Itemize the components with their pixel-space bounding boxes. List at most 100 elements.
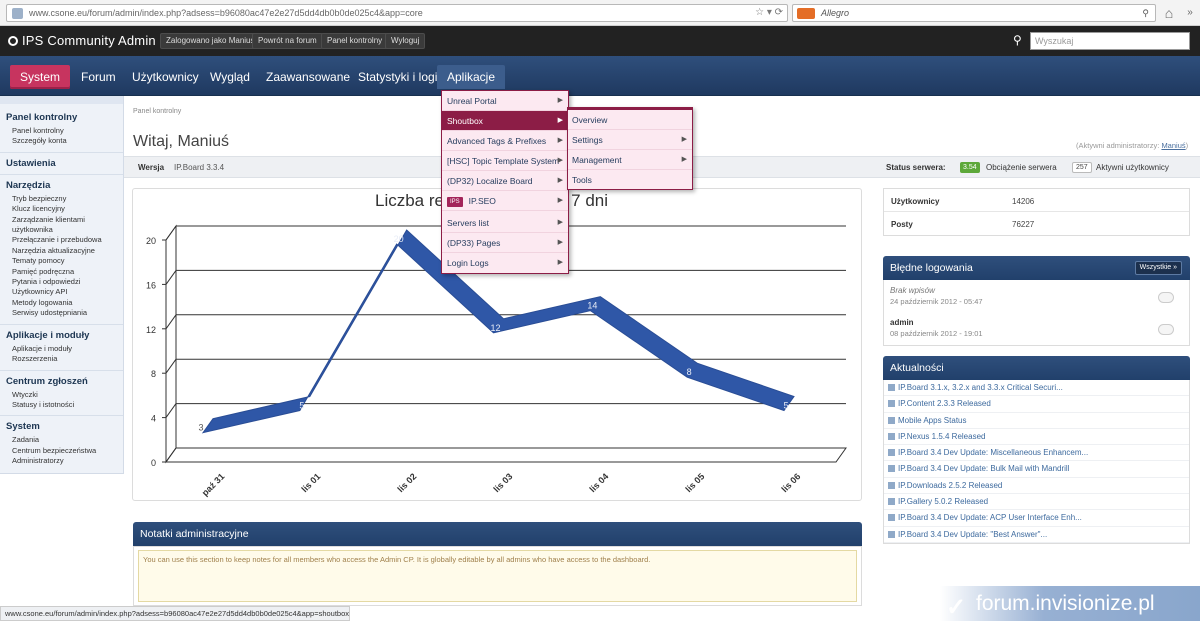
news-item[interactable]: IP.Board 3.4 Dev Update: ACP User Interf… — [884, 510, 1189, 527]
toggle-icon[interactable] — [1158, 324, 1174, 335]
chart-data-label: 8 — [687, 367, 692, 377]
browser-search-box[interactable]: Allegro ⚲ — [792, 4, 1156, 22]
sidebar-item-sharing[interactable]: Serwisy udostępniania — [12, 308, 88, 318]
menu-item-localize-board[interactable]: (DP32) Localize Board ▶ — [442, 171, 568, 191]
nav-system[interactable]: System — [10, 65, 71, 89]
news-item[interactable]: IP.Board 3.1.x, 3.2.x and 3.3.x Critical… — [884, 380, 1189, 397]
news-link[interactable]: IP.Board 3.4 Dev Update: Miscellaneous E… — [898, 448, 1089, 458]
submenu-item-management[interactable]: Management ▶ — [568, 150, 692, 170]
failed-logins-panel: Brak wpisów 24 październik 2012 - 05:47 … — [883, 280, 1190, 346]
chart-ytick-label: 16 — [146, 280, 156, 290]
menu-item-servers-list[interactable]: Servers list ▶ — [442, 213, 568, 233]
news-item[interactable]: IP.Board 3.4 Dev Update: Bulk Mail with … — [884, 461, 1189, 478]
chart-ytick-label: 4 — [151, 414, 156, 424]
news-link[interactable]: IP.Board 3.4 Dev Update: Bulk Mail with … — [898, 464, 1070, 474]
admin-search-input[interactable]: Wyszukaj — [1030, 32, 1190, 50]
chart-xtick-label: lis 05 — [683, 471, 706, 494]
news-icon — [888, 514, 895, 522]
home-icon[interactable]: ⌂ — [1164, 5, 1174, 21]
sidebar-item-security-center[interactable]: Centrum bezpieczeństwa — [12, 445, 97, 455]
nav-stats-logs[interactable]: Statystyki i logi — [358, 70, 438, 84]
sidebar-item-qa[interactable]: Pytania i odpowiedzi — [12, 277, 81, 287]
sidebar-item-statuses[interactable]: Statusy i istotności — [12, 399, 75, 409]
news-item[interactable]: IP.Gallery 5.0.2 Released — [884, 494, 1189, 511]
news-link[interactable]: IP.Nexus 1.5.4 Released — [898, 431, 986, 441]
apps-dropdown: Unreal Portal ▶ Shoutbox ▶ Advanced Tags &… — [441, 90, 569, 274]
sidebar-item-login-methods[interactable]: Metody logowania — [12, 297, 73, 307]
nav-apps[interactable]: Aplikacje — [437, 65, 506, 89]
chart-ytick-label: 0 — [151, 458, 156, 468]
browser-more-icon[interactable]: » — [1187, 7, 1193, 18]
reload-icon[interactable]: ☆ ▾ ⟳ — [755, 7, 783, 18]
breadcrumb[interactable]: Panel kontrolny — [133, 108, 182, 115]
news-link[interactable]: IP.Downloads 2.5.2 Released — [898, 480, 1003, 490]
menu-item-ipseo[interactable]: IPS IP.SEO ▶ — [442, 191, 568, 211]
sidebar-item-tasks[interactable]: Zadania — [12, 435, 40, 445]
sidebar-item-safe-mode[interactable]: Tryb bezpieczny — [12, 193, 67, 203]
news-item[interactable]: IP.Downloads 2.5.2 Released — [884, 478, 1189, 495]
submenu-item-label: Management — [572, 155, 622, 165]
sidebar-item-api-users[interactable]: Użytkownicy API — [12, 287, 68, 297]
nav-advanced[interactable]: Zaawansowane — [266, 70, 351, 84]
sidebar-collapse-strip[interactable] — [0, 96, 123, 104]
news-link[interactable]: IP.Board 3.4 Dev Update: "Best Answer"..… — [898, 529, 1048, 539]
sidebar-divider — [0, 369, 123, 371]
sidebar-item-extensions[interactable]: Rozszerzenia — [12, 354, 58, 364]
url-bar[interactable]: www.csone.eu/forum/admin/index.php?adses… — [6, 4, 788, 22]
invisionize-logo-icon: ✓ — [946, 594, 967, 621]
sidebar-item-license-key[interactable]: Klucz licencyjny — [12, 204, 65, 214]
chevron-right-icon: ▶ — [681, 156, 687, 163]
sidebar-item-cache[interactable]: Pamięć podręczna — [12, 266, 75, 276]
shoutbox-submenu: Overview Settings ▶ Management ▶ Tools — [567, 107, 693, 190]
nav-forum[interactable]: Forum — [81, 70, 116, 84]
nav-look[interactable]: Wygląd — [210, 70, 250, 84]
news-item[interactable]: IP.Board 3.4 Dev Update: "Best Answer"..… — [884, 527, 1189, 543]
ips-logo-icon — [8, 36, 18, 46]
news-item[interactable]: IP.Nexus 1.5.4 Released — [884, 429, 1189, 446]
logged-in-as-button[interactable]: Zalogowano jako Maniuś — [160, 33, 261, 49]
brand-logo[interactable]: IPS Community Admin — [8, 33, 156, 48]
search-engine-icon[interactable] — [797, 8, 815, 19]
sidebar-item-help-topics[interactable]: Tematy pomocy — [12, 256, 65, 266]
menu-item-topic-template[interactable]: [HSC] Topic Template System ▶ — [442, 151, 568, 171]
chart-gridline-diagonal — [165, 270, 177, 285]
notes-textarea[interactable]: You can use this section to keep notes f… — [138, 550, 857, 602]
news-link[interactable]: IP.Content 2.3.3 Released — [898, 399, 991, 409]
logout-button[interactable]: Wyloguj — [385, 33, 426, 49]
submenu-item-settings[interactable]: Settings ▶ — [568, 130, 692, 150]
toggle-icon[interactable] — [1158, 292, 1174, 303]
sidebar-item-apps-modules[interactable]: Aplikacje i moduły — [12, 343, 73, 353]
news-link[interactable]: IP.Board 3.4 Dev Update: ACP User Interf… — [898, 513, 1082, 523]
chart-ytick-label: 20 — [146, 236, 156, 246]
news-item[interactable]: IP.Content 2.3.3 Released — [884, 396, 1189, 413]
sidebar-item-administrators[interactable]: Administratorzy — [12, 456, 64, 466]
news-link[interactable]: IP.Board 3.1.x, 3.2.x and 3.3.x Critical… — [898, 383, 1063, 392]
menu-item-shoutbox[interactable]: Shoutbox ▶ — [442, 111, 568, 131]
sidebar-item-rebuild[interactable]: Przełączanie i przebudowa — [12, 235, 102, 245]
active-admin-link[interactable]: Maniuś — [1161, 141, 1186, 150]
sidebar-heading-tools: Narzędzia — [6, 179, 51, 191]
submenu-item-overview[interactable]: Overview — [568, 110, 692, 130]
news-link[interactable]: IP.Gallery 5.0.2 Released — [898, 497, 989, 507]
menu-item-unreal-portal[interactable]: Unreal Portal ▶ — [442, 91, 568, 111]
browser-search-icon[interactable]: ⚲ — [1142, 8, 1149, 18]
back-to-forum-button[interactable]: Powrót na forum — [252, 33, 323, 49]
menu-item-advanced-tags[interactable]: Advanced Tags & Prefixes ▶ — [442, 131, 568, 151]
submenu-item-tools[interactable]: Tools — [572, 175, 592, 185]
sidebar-heading-settings[interactable]: Ustawienia — [6, 157, 56, 169]
news-item[interactable]: IP.Board 3.4 Dev Update: Miscellaneous E… — [884, 445, 1189, 462]
control-panel-button[interactable]: Panel kontrolny — [321, 33, 389, 49]
nav-users[interactable]: Użytkownicy — [132, 70, 199, 84]
news-link[interactable]: Mobile Apps Status — [898, 415, 967, 425]
sidebar-item-account[interactable]: Szczegóły konta — [12, 136, 67, 146]
view-all-button[interactable]: Wszystkie » — [1134, 261, 1182, 275]
sidebar-item-upgrade-tools[interactable]: Narzędzia aktualizacyjne — [12, 245, 95, 255]
sidebar-item-client-management[interactable]: Zarządzanie klientami użytkownika — [12, 214, 85, 235]
sidebar-item-plugins[interactable]: Wtyczki — [12, 389, 38, 399]
sidebar-item-dashboard[interactable]: Panel kontrolny — [12, 126, 64, 135]
menu-item-pages[interactable]: (DP33) Pages ▶ — [442, 233, 568, 253]
news-item[interactable]: Mobile Apps Status — [884, 413, 1189, 429]
browser-status-bar: www.csone.eu/forum/admin/index.php?adses… — [0, 606, 350, 621]
chart-title-right: h 7 dni — [557, 191, 608, 210]
menu-item-login-logs[interactable]: Login Logs ▶ — [442, 253, 568, 273]
